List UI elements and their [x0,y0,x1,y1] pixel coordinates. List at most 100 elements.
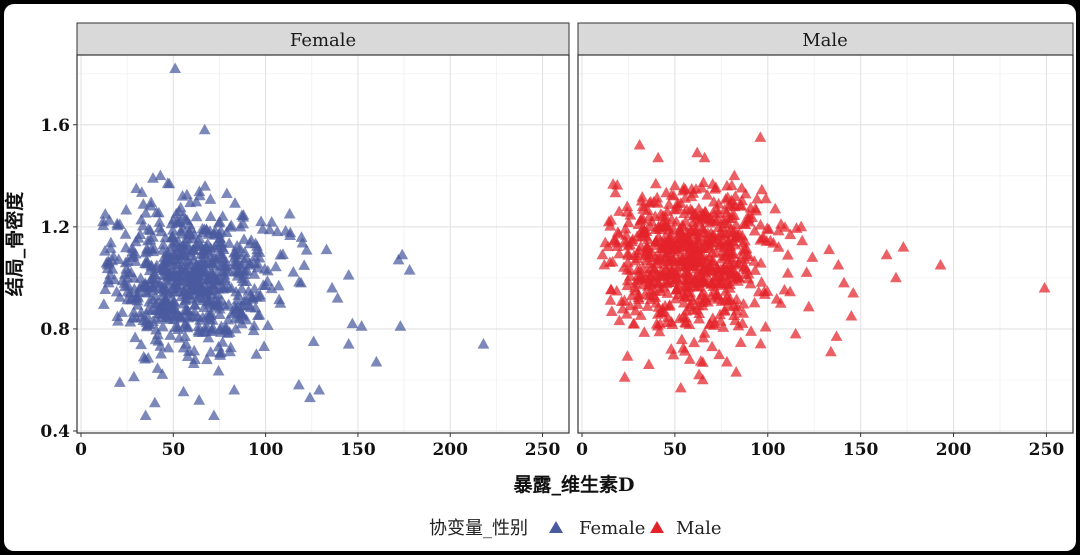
x-tick-label: 50 [663,440,687,460]
data-point [190,195,203,207]
data-point [698,260,711,272]
data-point [736,317,749,328]
data-point [158,294,171,305]
data-point [127,306,140,317]
data-point [789,327,802,339]
data-point [800,266,813,277]
x-tick-label: 150 [843,440,879,460]
data-point [724,200,737,211]
data-point [198,123,211,135]
data-point [230,303,243,314]
data-point [151,362,164,373]
data-point [743,250,756,262]
legend-male-marker [650,521,664,533]
scatter-chart: Female 0 50 100 150 200 250 0.4 0.8 1.2 1.6 Male… [4,22,1074,539]
data-point [1038,281,1051,293]
data-point [621,200,634,212]
data-point [201,353,213,365]
data-point [230,285,242,297]
data-point [659,250,672,261]
data-point [731,300,743,312]
data-point [153,221,166,233]
data-point [714,274,727,285]
data-point [683,353,696,364]
data-point [99,245,111,256]
data-point [637,213,649,224]
data-point [633,139,646,150]
data-point [622,216,635,228]
data-point [651,319,664,331]
data-point [192,280,205,292]
data-point [208,251,221,262]
data-point [346,317,359,329]
data-point [694,355,707,366]
y-axis-title: 结局_骨密度 [4,191,26,297]
x-tick-label: 0 [576,440,588,460]
data-point [177,297,190,309]
data-point [135,213,148,225]
data-point [754,218,767,230]
data-point [629,254,642,266]
data-point [642,233,655,244]
data-point [703,273,715,284]
data-point [667,253,680,264]
points-female [97,62,490,421]
data-point [135,306,147,318]
data-point [735,181,748,193]
data-point [153,216,166,227]
data-point [693,312,706,324]
data-point [320,243,333,255]
data-point [113,218,126,229]
data-point [248,319,261,331]
data-point [196,252,209,264]
data-point [129,331,142,343]
data-point [403,264,416,275]
data-point [237,217,250,229]
data-point [119,228,132,239]
data-point [223,237,236,248]
data-point [628,317,641,329]
data-point [236,308,249,319]
data-point [250,348,263,359]
strip-label-male: Male [802,30,848,51]
data-point [162,247,174,258]
strip-male [577,22,1074,56]
x-tick-label: 0 [75,440,87,460]
data-point [141,242,153,254]
data-point [620,308,633,319]
data-point [219,281,232,293]
data-point [629,304,642,316]
x-tick-label: 200 [432,440,468,460]
data-point [166,309,179,320]
data-point [261,319,274,331]
data-point [717,214,730,225]
data-point [706,312,719,323]
data-point [772,224,785,236]
data-point [229,197,241,208]
data-point [193,185,206,197]
data-point [190,237,203,249]
data-point [370,355,383,367]
data-point [179,236,192,248]
data-point [265,216,278,227]
data-point [208,409,220,421]
data-point [838,276,850,288]
data-point [703,239,716,251]
data-point [714,263,727,275]
data-point [177,222,189,233]
data-point [154,340,167,351]
data-point [668,203,681,215]
data-point [97,215,110,227]
data-point [748,224,761,236]
data-point [749,264,761,275]
data-point [173,241,186,253]
data-point [632,293,645,305]
data-point [239,294,252,306]
data-point [202,331,215,343]
data-point [701,189,714,200]
data-point [204,271,217,282]
data-point [613,314,626,326]
data-point [172,216,185,228]
data-point [274,297,287,308]
data-point [695,214,708,225]
